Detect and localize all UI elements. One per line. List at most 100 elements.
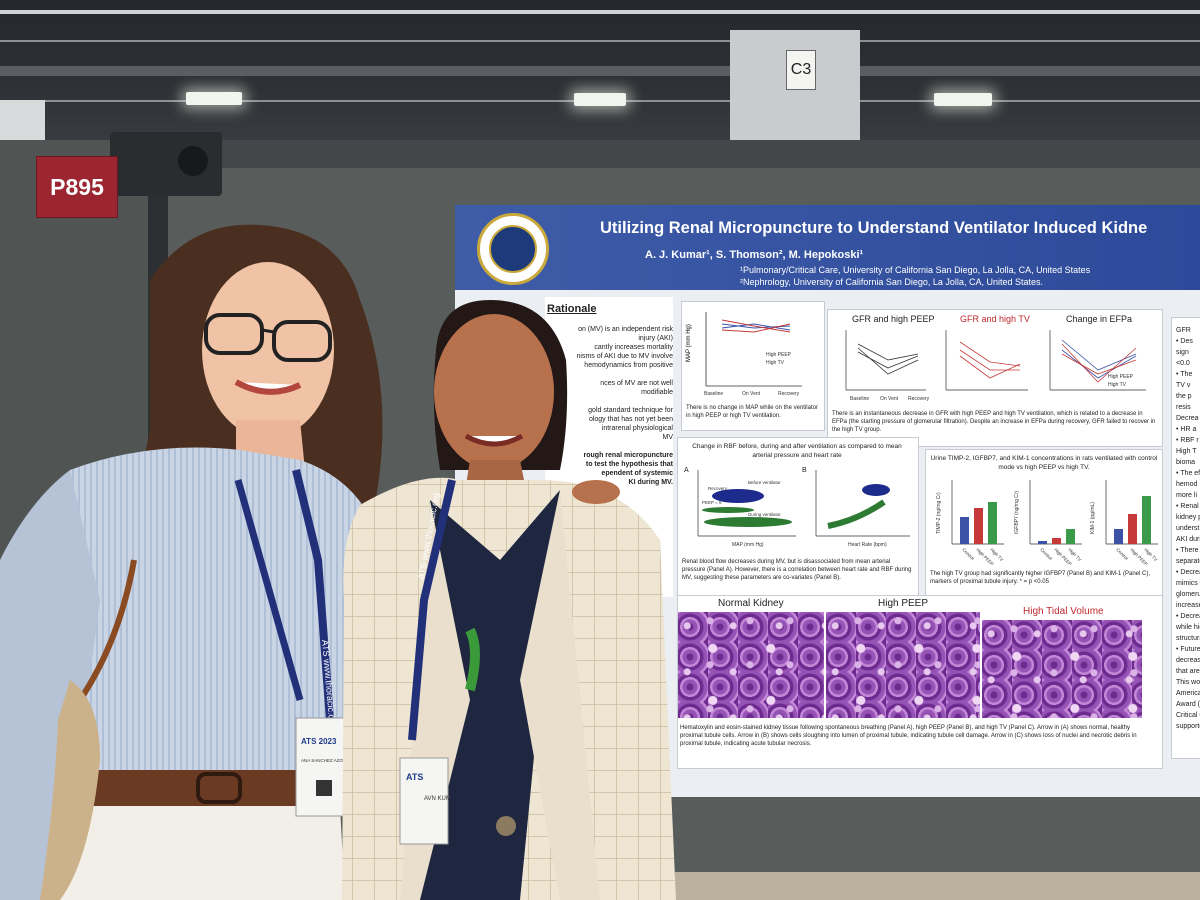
rationale-line: on (MV) is an independent risk (578, 326, 673, 333)
legend-label: High PEEP (766, 352, 792, 358)
conclusion-line: <0.0 (1176, 360, 1190, 367)
poster-board-top (160, 140, 1200, 168)
x-tick: On Vent (742, 391, 761, 397)
map-chart: MAP (mm Hg) High PEEP High TV Baseline O… (686, 312, 802, 397)
histology-label: Normal Kidney (718, 598, 784, 609)
urine-title: Urine TIMP-2, IGFBP7, and KIM-1 concentr… (930, 455, 1158, 471)
conclusion-line: • RBF r (1176, 437, 1199, 444)
conclusion-line: • There ap (1176, 547, 1200, 554)
poster-affiliation: ¹Pulmonary/Critical Care, University of … (740, 265, 1091, 275)
conclusion-line: increased (1176, 602, 1200, 609)
left-person-belt (86, 770, 302, 806)
biomarker-bar (1142, 496, 1151, 544)
legend-label: High TV (1108, 382, 1127, 388)
conclusion-line: • The ef (1176, 470, 1200, 477)
rationale-line: KI during MV. (628, 479, 673, 486)
rationale-line: rough renal micropuncture (583, 452, 673, 459)
blazer-button (496, 816, 516, 836)
conclusion-line: supported b (1176, 723, 1200, 730)
gfr-panel: GFR and high PEEP GFR and high TV Change… (827, 309, 1163, 447)
ribbon-pin (465, 627, 480, 692)
biomarker-bar (1114, 529, 1123, 544)
ceiling-truss (0, 66, 1200, 76)
map-panel: MAP (mm Hg) High PEEP High TV Baseline O… (681, 301, 825, 431)
map-caption: There is no change in MAP while on the v… (686, 405, 818, 419)
conclusion-line: mimics th (1176, 580, 1200, 587)
gfr-tv-title: GFR and high TV (960, 314, 1030, 324)
rbf-caption: Renal blood flow decreases during MV, bu… (682, 559, 912, 581)
conclusion-line: • HR a (1176, 426, 1197, 433)
poster-header: Utilizing Renal Micropuncture to Underst… (455, 205, 1200, 290)
x-tick: Baseline (850, 396, 869, 402)
legend-label: High PEEP (1108, 374, 1134, 380)
rationale-line: modifiable (641, 389, 673, 396)
conclusion-line: AKI duri (1176, 536, 1200, 543)
woven-bag (40, 680, 100, 900)
biomarker-bar (974, 508, 983, 544)
conclusion-line: structural (1176, 635, 1200, 642)
rationale-line: MV (662, 434, 674, 441)
results-conclusion-column: GFR • Des sign <0.0 • The TV v the p resis Decre… (1171, 317, 1200, 759)
histology-image-high-tv (982, 620, 1142, 718)
pillar-sign: C3 (786, 50, 816, 90)
rbf-title: Change in RBF before, during and after v… (692, 443, 902, 459)
rbf-panel: Change in RBF before, during and after v… (677, 437, 919, 605)
histology-image-normal (678, 612, 824, 718)
legend-label: High TV (766, 360, 785, 366)
x-axis-label: Heart Rate (bpm) (848, 542, 887, 548)
rationale-text: on (MV) is an independent risk injury (AK… (545, 325, 674, 487)
conclusion-line: the p (1176, 393, 1192, 400)
conclusion-line: bioma (1176, 459, 1196, 466)
conclusion-line: Decrea (1176, 415, 1199, 422)
efpa-title: Change in EFPa (1066, 314, 1133, 324)
y-axis-label: IGFBP7 (ng/mg Cr) (1014, 491, 1020, 534)
rationale-line: nisms of AKI due to MV involve (576, 353, 674, 360)
rationale-line: intrarenal physiological (601, 425, 673, 432)
left-person-face (202, 262, 334, 438)
conclusion-line: sign (1176, 349, 1189, 356)
rbf-scatter-charts: A B Recovery Before ventilator PEEP = 6 … (684, 467, 910, 548)
belt-buckle-icon (196, 772, 242, 804)
right-person-smile (464, 433, 524, 447)
conclusion-line: Critical Care (1176, 712, 1200, 719)
series-label: PEEP = 6 (702, 500, 722, 505)
rationale-line: hemodynamics from positive (584, 362, 673, 369)
rationale-line: nces of MV are not well (600, 380, 673, 387)
conclusion-line: underst (1176, 525, 1200, 532)
conclusion-line: • Decrease (1176, 569, 1200, 576)
ceiling-light (934, 93, 992, 106)
left-person-smile (234, 379, 302, 395)
badge-event: ATS 2023 (301, 737, 337, 746)
university-seal-icon (477, 213, 549, 285)
x-axis-label: MAP (mm Hg) (732, 542, 764, 548)
hall-wall (0, 100, 45, 145)
floor (675, 872, 1200, 900)
gfr-charts: High PEEP High TV Baseline On Vent Recov… (845, 330, 1146, 402)
x-tick: Recovery (778, 391, 800, 397)
rationale-line: ology that has not yet been (588, 416, 673, 423)
badge-name: AVN KUM (424, 796, 451, 802)
board-clamp-knob (178, 146, 208, 176)
left-lanyard (292, 469, 334, 721)
conclusion-line: This work wa (1176, 679, 1200, 686)
conclusion-text: GFR • Des sign <0.0 • The TV v the p resis Decre… (1176, 326, 1200, 733)
x-tick: Baseline (704, 391, 723, 397)
left-name-badge (295, 717, 351, 817)
histology-panel: Normal Kidney High PEEP High Tidal Volum… (677, 595, 1163, 769)
conclusion-line: • Future stu (1176, 646, 1200, 653)
histology-caption: Hematoxylin and eosin-stained kidney tis… (680, 725, 1137, 747)
conclusion-line: High T (1176, 448, 1197, 455)
conclusion-line: glomerul (1176, 591, 1200, 598)
rationale-line: gold standard technique for (588, 407, 673, 414)
conclusion-line: • Renal m (1176, 503, 1200, 510)
poster-authors: A. J. Kumar¹, S. Thomson², M. Hepokoski¹ (645, 249, 864, 261)
exhibition-hall-ceiling (0, 0, 1200, 150)
rationale-line: cantly increases mortality (594, 344, 673, 351)
bag-strap (77, 559, 137, 702)
biomarker-bar (960, 517, 969, 544)
conclusion-line: hemod (1176, 481, 1198, 488)
rationale-line: ependent of systemic (601, 470, 673, 477)
poster-title: Utilizing Renal Micropuncture to Underst… (600, 219, 1148, 237)
